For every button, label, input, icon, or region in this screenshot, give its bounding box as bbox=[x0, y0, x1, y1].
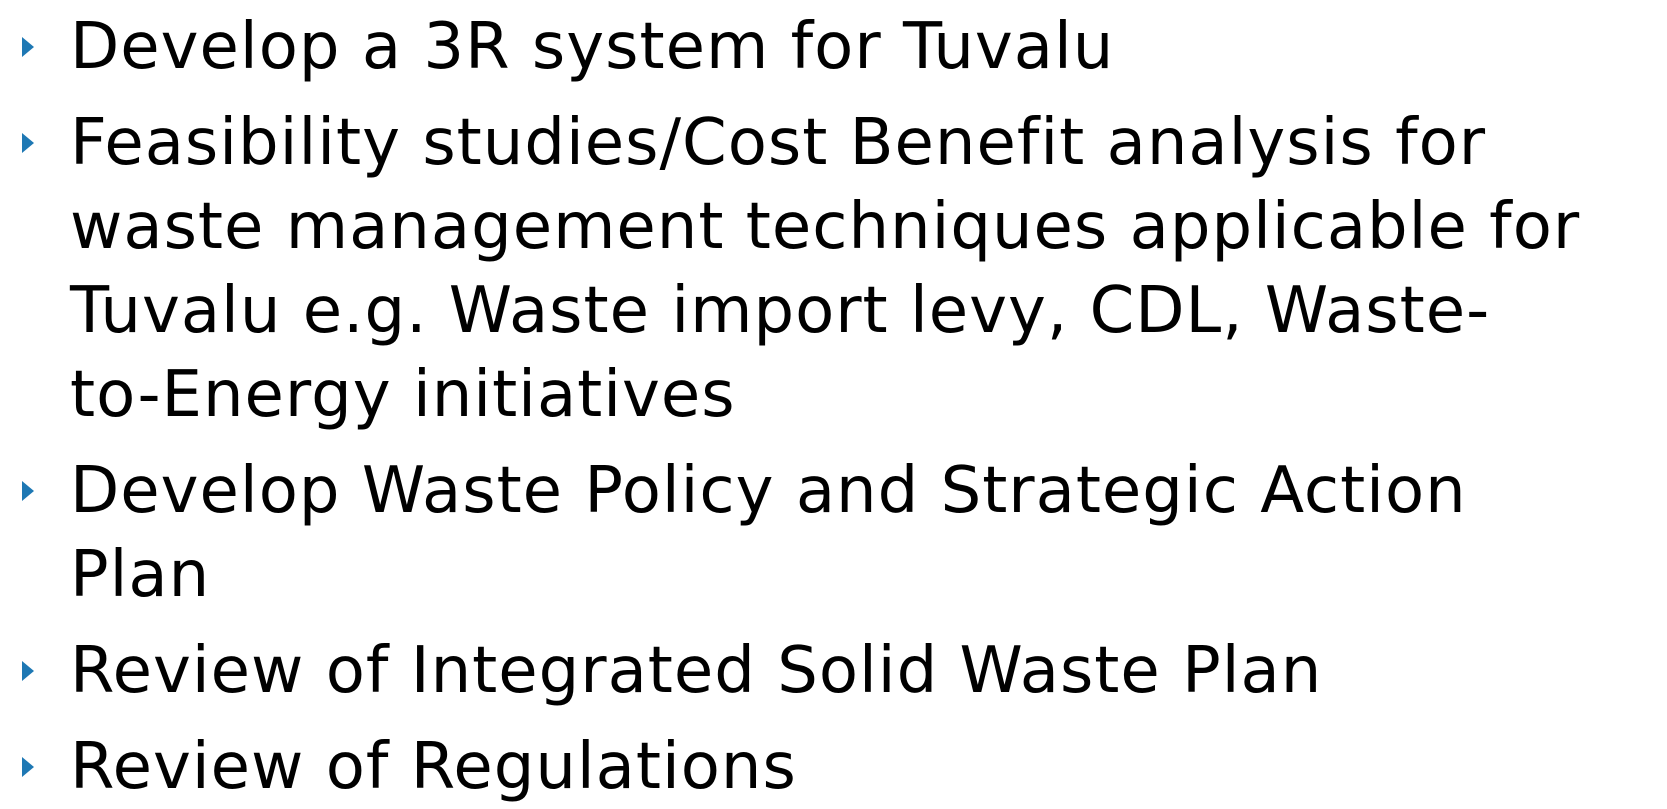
bullet-marker bbox=[22, 661, 34, 681]
bullet-item: Feasibility studies/Cost Benefit analysi… bbox=[0, 101, 1580, 437]
bullet-list: Develop a 3R system for Tuvalu Feasibilit… bbox=[0, 5, 1580, 809]
bullet-triangle bbox=[22, 661, 34, 681]
bullet-text: waste management techniques applicable f… bbox=[70, 190, 1581, 264]
bullet-triangle bbox=[22, 37, 34, 57]
bullet-marker bbox=[22, 133, 34, 153]
bullet-item: Develop a 3R system for Tuvalu bbox=[0, 5, 1580, 89]
bullet-text: Review of Integrated Solid Waste Plan bbox=[70, 634, 1323, 708]
bullet-text: Review of Regulations bbox=[70, 730, 797, 804]
bullet-item: Develop Waste Policy and Strategic Actio… bbox=[0, 449, 1580, 617]
bullet-marker bbox=[22, 757, 34, 777]
bullet-triangle bbox=[22, 757, 34, 777]
bullet-marker bbox=[22, 481, 34, 501]
bullet-item: Review of Regulations bbox=[0, 725, 1580, 809]
bullet-item: Review of Integrated Solid Waste Plan bbox=[0, 629, 1580, 713]
bullet-text: Feasibility studies/Cost Benefit analysi… bbox=[70, 106, 1487, 180]
bullet-marker bbox=[22, 37, 34, 57]
bullet-text: Develop a 3R system for Tuvalu bbox=[70, 10, 1115, 84]
bullet-text: Develop Waste Policy and Strategic Actio… bbox=[70, 454, 1467, 528]
bullet-triangle bbox=[22, 481, 34, 501]
bullet-text: Plan bbox=[70, 538, 211, 612]
bullet-text: Tuvalu e.g. Waste import levy, CDL, Wast… bbox=[70, 274, 1491, 348]
bullet-triangle bbox=[22, 133, 34, 153]
bullet-text: to-Energy initiatives bbox=[70, 358, 736, 432]
